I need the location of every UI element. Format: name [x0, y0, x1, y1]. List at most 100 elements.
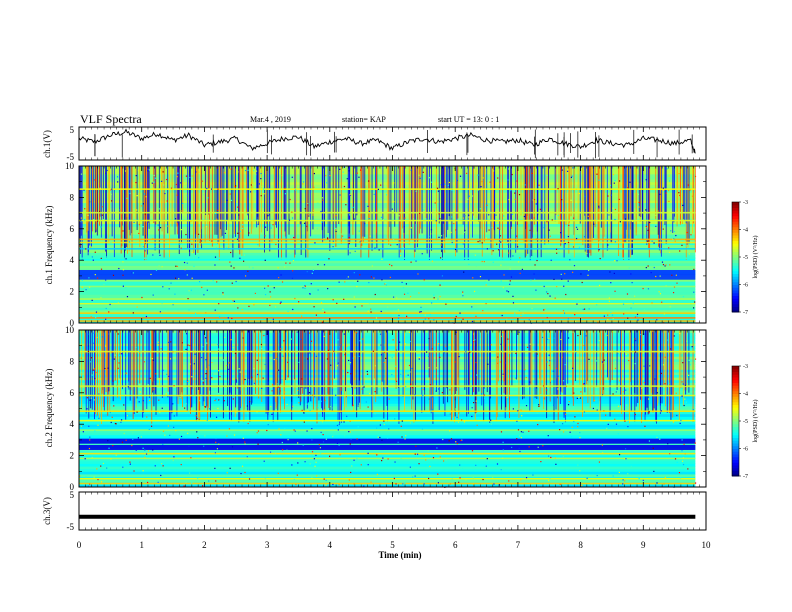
spectrogram-streak: [572, 330, 574, 398]
spectrogram-streak: [359, 330, 361, 381]
spectrogram-speckle: [215, 437, 217, 440]
spectrogram-streak: [324, 330, 326, 413]
spectrogram-speckle: [161, 266, 163, 268]
spectrogram-speckle: [404, 343, 406, 345]
spectrogram-speckle: [261, 387, 263, 390]
spectrogram-speckle: [80, 425, 82, 427]
spectrogram-speckle: [352, 206, 354, 209]
spectrogram-speckle: [438, 388, 440, 390]
spectrogram-speckle: [544, 308, 546, 310]
spectrogram-speckle: [284, 193, 287, 195]
spectrogram-row: [79, 320, 696, 324]
spectrogram-speckle: [159, 227, 162, 229]
spectrogram-speckle: [166, 373, 168, 375]
spectrogram-speckle: [254, 292, 256, 295]
spectrogram-row: [79, 281, 696, 285]
spectrogram-speckle: [578, 396, 580, 398]
spectrogram-streak: [414, 166, 416, 252]
spectrogram-streak: [561, 166, 563, 243]
spectrogram-speckle: [127, 386, 129, 388]
spectrogram-speckle: [547, 479, 550, 482]
spectrogram-streak: [178, 330, 180, 397]
spectrogram-speckle: [668, 175, 670, 177]
spectrogram-speckle: [218, 443, 220, 445]
colorbar-segment: [732, 240, 739, 244]
spectrogram-streak: [385, 330, 387, 389]
spectrogram-row: [79, 473, 696, 478]
colorbar-segment: [732, 221, 739, 225]
spectrogram-speckle: [236, 387, 239, 389]
spectrogram-speckle: [338, 444, 340, 446]
spectrogram-speckle: [538, 404, 540, 406]
spectrogram-speckle: [292, 405, 294, 407]
ytick-label: 8: [70, 356, 75, 366]
spectrogram-speckle: [144, 213, 146, 215]
spectrogram-streak: [119, 166, 121, 228]
spectrogram-speckle: [79, 475, 81, 477]
colorbar-segment: [732, 421, 739, 425]
spectrogram-speckle: [121, 441, 124, 443]
spectrogram-row: [79, 424, 696, 428]
spectrogram-speckle: [447, 185, 450, 187]
spectrogram-speckle: [612, 318, 614, 320]
spectrogram-speckle: [376, 454, 378, 456]
colorbar-segment: [732, 456, 739, 460]
spectrogram-streak: [559, 166, 561, 224]
spectrogram-speckle: [511, 173, 513, 176]
spectrogram-speckle: [361, 338, 364, 340]
spectrogram-speckle: [169, 358, 172, 360]
spectrogram-speckle: [319, 452, 322, 454]
spectrogram-streak: [451, 330, 453, 418]
spectrogram-speckle: [488, 279, 490, 281]
spectrogram-streak: [563, 166, 564, 244]
spectrogram-streak: [361, 166, 363, 246]
spectrogram-band: [79, 320, 696, 322]
spectrogram-speckle: [585, 335, 587, 337]
spectrogram-speckle: [297, 389, 299, 392]
spectrogram-speckle: [439, 356, 441, 358]
spectrogram-speckle: [663, 189, 665, 192]
spectrogram-speckle: [270, 296, 272, 298]
spectrogram-speckle: [648, 440, 651, 442]
spectrogram-speckle: [100, 257, 102, 259]
spectrogram-speckle: [472, 277, 474, 279]
spectrogram-speckle: [205, 359, 207, 361]
spectrogram-band: [79, 285, 696, 288]
spectrogram-speckle: [381, 459, 383, 462]
spectrogram-speckle: [136, 209, 138, 211]
spectrogram-speckle: [393, 477, 395, 480]
spectrogram-streak: [333, 166, 335, 219]
spectrogram-streak: [261, 330, 263, 402]
spectrogram-speckle: [182, 202, 184, 204]
spectrogram-speckle: [579, 397, 582, 399]
spectrogram-speckle: [617, 405, 620, 407]
colorbar-segment: [732, 368, 739, 372]
colorbar-segment: [732, 390, 739, 394]
spectrogram-speckle: [691, 195, 694, 197]
spectrogram-speckle: [146, 481, 149, 484]
spectrogram-speckle: [175, 430, 177, 432]
spectrogram-streak: [238, 330, 240, 423]
spectrogram-speckle: [692, 408, 694, 411]
spectrogram-speckle: [349, 443, 351, 445]
spectrogram-speckle: [215, 398, 217, 400]
spectrogram-streak: [540, 166, 542, 258]
spectrogram-speckle: [391, 356, 393, 359]
spectrogram-streak: [588, 166, 590, 218]
spectrogram-speckle: [162, 369, 164, 371]
spectrogram-speckle: [107, 440, 109, 442]
spectrogram-speckle: [519, 272, 521, 274]
colorbar-segment: [732, 301, 739, 305]
spectrogram-streak: [386, 166, 388, 239]
spectrogram-speckle: [612, 207, 614, 209]
spectrogram-speckle: [516, 235, 518, 237]
spectrogram-speckle: [496, 243, 498, 245]
colorbar-segment: [732, 270, 739, 274]
spectrogram-streak: [167, 166, 169, 234]
ch3-waveform-yticks: 5-5: [67, 490, 706, 532]
spectrogram-speckle: [567, 241, 570, 244]
spectrogram-streak: [456, 330, 457, 391]
spectrogram-speckle: [674, 240, 676, 242]
spectrogram-streak: [516, 166, 518, 250]
spectrogram-speckle: [669, 306, 671, 308]
